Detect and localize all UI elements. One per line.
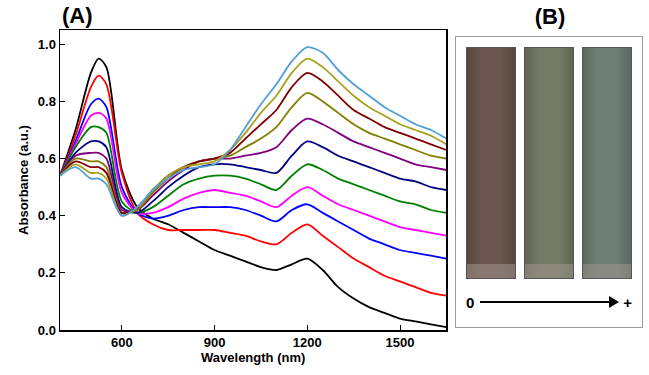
svg-text:600: 600 — [111, 335, 133, 350]
svg-text:900: 900 — [204, 335, 226, 350]
html-text:(B): (B) — [534, 4, 566, 29]
svg-text:1200: 1200 — [293, 335, 322, 350]
svg-text:0.6: 0.6 — [38, 151, 56, 166]
svg-text:0.0: 0.0 — [38, 323, 56, 338]
svg-text:0.8: 0.8 — [38, 94, 56, 109]
svg-text:1500: 1500 — [386, 335, 415, 350]
svg-text:1.0: 1.0 — [38, 37, 56, 52]
svg-text:Wavelength (nm): Wavelength (nm) — [201, 350, 305, 365]
svg-text:0.2: 0.2 — [38, 265, 56, 280]
svg-text:(A): (A) — [62, 3, 93, 28]
svg-text:Absorbance (a.u.): Absorbance (a.u.) — [16, 125, 31, 235]
html-text:0: 0 — [466, 293, 475, 311]
svg-text:0.4: 0.4 — [38, 208, 57, 223]
